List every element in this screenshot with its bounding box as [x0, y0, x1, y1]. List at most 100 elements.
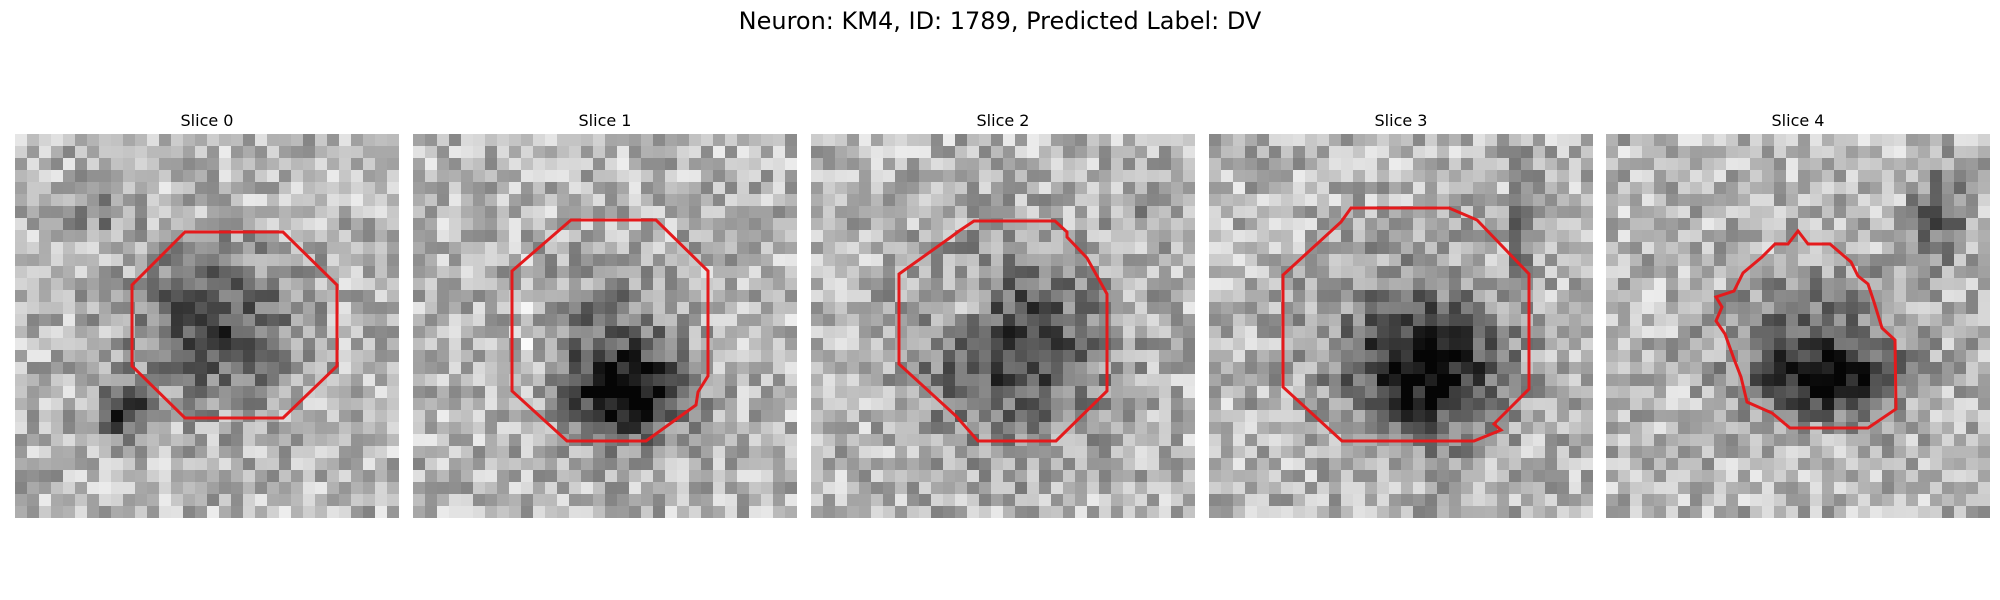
pixel [195, 446, 208, 459]
pixel [449, 206, 462, 219]
pixel [1714, 134, 1727, 147]
pixel [351, 446, 364, 459]
pixel [1051, 278, 1064, 291]
pixel [725, 398, 738, 411]
pixel [605, 350, 618, 363]
pixel [1233, 194, 1246, 207]
pixel [1774, 134, 1787, 147]
pixel [1341, 470, 1354, 483]
pixel [1389, 158, 1402, 171]
pixel [1257, 506, 1270, 518]
pixel [835, 494, 848, 507]
pixel [811, 242, 824, 255]
pixel [63, 422, 76, 435]
pixel [15, 326, 28, 339]
pixel [1281, 494, 1294, 507]
pixel [1930, 194, 1943, 207]
pixel [1461, 134, 1474, 147]
pixel [533, 278, 546, 291]
pixel [1305, 506, 1318, 518]
pixel [1461, 494, 1474, 507]
pixel [1642, 146, 1655, 159]
pixel [871, 206, 884, 219]
pixel [677, 446, 690, 459]
pixel [1569, 182, 1582, 195]
pixel [1461, 158, 1474, 171]
pixel [1678, 422, 1691, 435]
pixel [617, 398, 630, 411]
pixel [557, 350, 570, 363]
pixel [255, 206, 268, 219]
pixel [1485, 482, 1498, 495]
pixel [1221, 446, 1234, 459]
pixel [1123, 506, 1136, 518]
pixel [219, 410, 232, 423]
pixel [1003, 302, 1016, 315]
pixel [1918, 362, 1931, 375]
pixel [557, 146, 570, 159]
pixel [1027, 134, 1040, 147]
pixel [1221, 206, 1234, 219]
pixel [1846, 134, 1859, 147]
pixel [581, 266, 594, 279]
pixel [1183, 278, 1195, 291]
pixel [1533, 254, 1546, 267]
pixel [437, 134, 450, 147]
pixel [557, 266, 570, 279]
pixel [1063, 242, 1076, 255]
pixel [1858, 338, 1871, 351]
pixel [351, 194, 364, 207]
pixel [1135, 506, 1148, 518]
pixel [1269, 326, 1282, 339]
pixel [1618, 158, 1631, 171]
pixel [847, 386, 860, 399]
pixel [1437, 134, 1450, 147]
pixel [195, 422, 208, 435]
pixel [1690, 278, 1703, 291]
pixel [1882, 242, 1895, 255]
pixel [243, 266, 256, 279]
pixel [1846, 338, 1859, 351]
pixel [931, 458, 944, 471]
pixel [1171, 470, 1184, 483]
pixel [437, 338, 450, 351]
pixel [1678, 314, 1691, 327]
pixel [835, 302, 848, 315]
pixel [931, 194, 944, 207]
pixel [15, 398, 28, 411]
pixel [15, 206, 28, 219]
pixel [1702, 338, 1715, 351]
pixel [111, 398, 124, 411]
pixel [823, 458, 836, 471]
pixel [291, 326, 304, 339]
pixel [1209, 374, 1222, 387]
pixel [207, 410, 220, 423]
pixel [1377, 470, 1390, 483]
pixel [99, 242, 112, 255]
pixel [1533, 470, 1546, 483]
pixel [1894, 146, 1907, 159]
pixel [749, 410, 762, 423]
pixel [785, 146, 797, 159]
pixel [1666, 362, 1679, 375]
pixel [1810, 326, 1823, 339]
pixel [1221, 398, 1234, 411]
pixel [1834, 386, 1847, 399]
pixel [689, 242, 702, 255]
pixel [569, 206, 582, 219]
pixel [63, 218, 76, 231]
pixel [497, 278, 510, 291]
pixel [1654, 182, 1667, 195]
pixel [267, 134, 280, 147]
pixel [291, 302, 304, 315]
pixel [871, 134, 884, 147]
pixel [449, 494, 462, 507]
pixel [521, 326, 534, 339]
pixel [919, 458, 932, 471]
pixel [1882, 362, 1895, 375]
pixel [171, 254, 184, 267]
pixel [87, 182, 100, 195]
pixel [485, 458, 498, 471]
pixel [485, 242, 498, 255]
pixel [1834, 434, 1847, 447]
